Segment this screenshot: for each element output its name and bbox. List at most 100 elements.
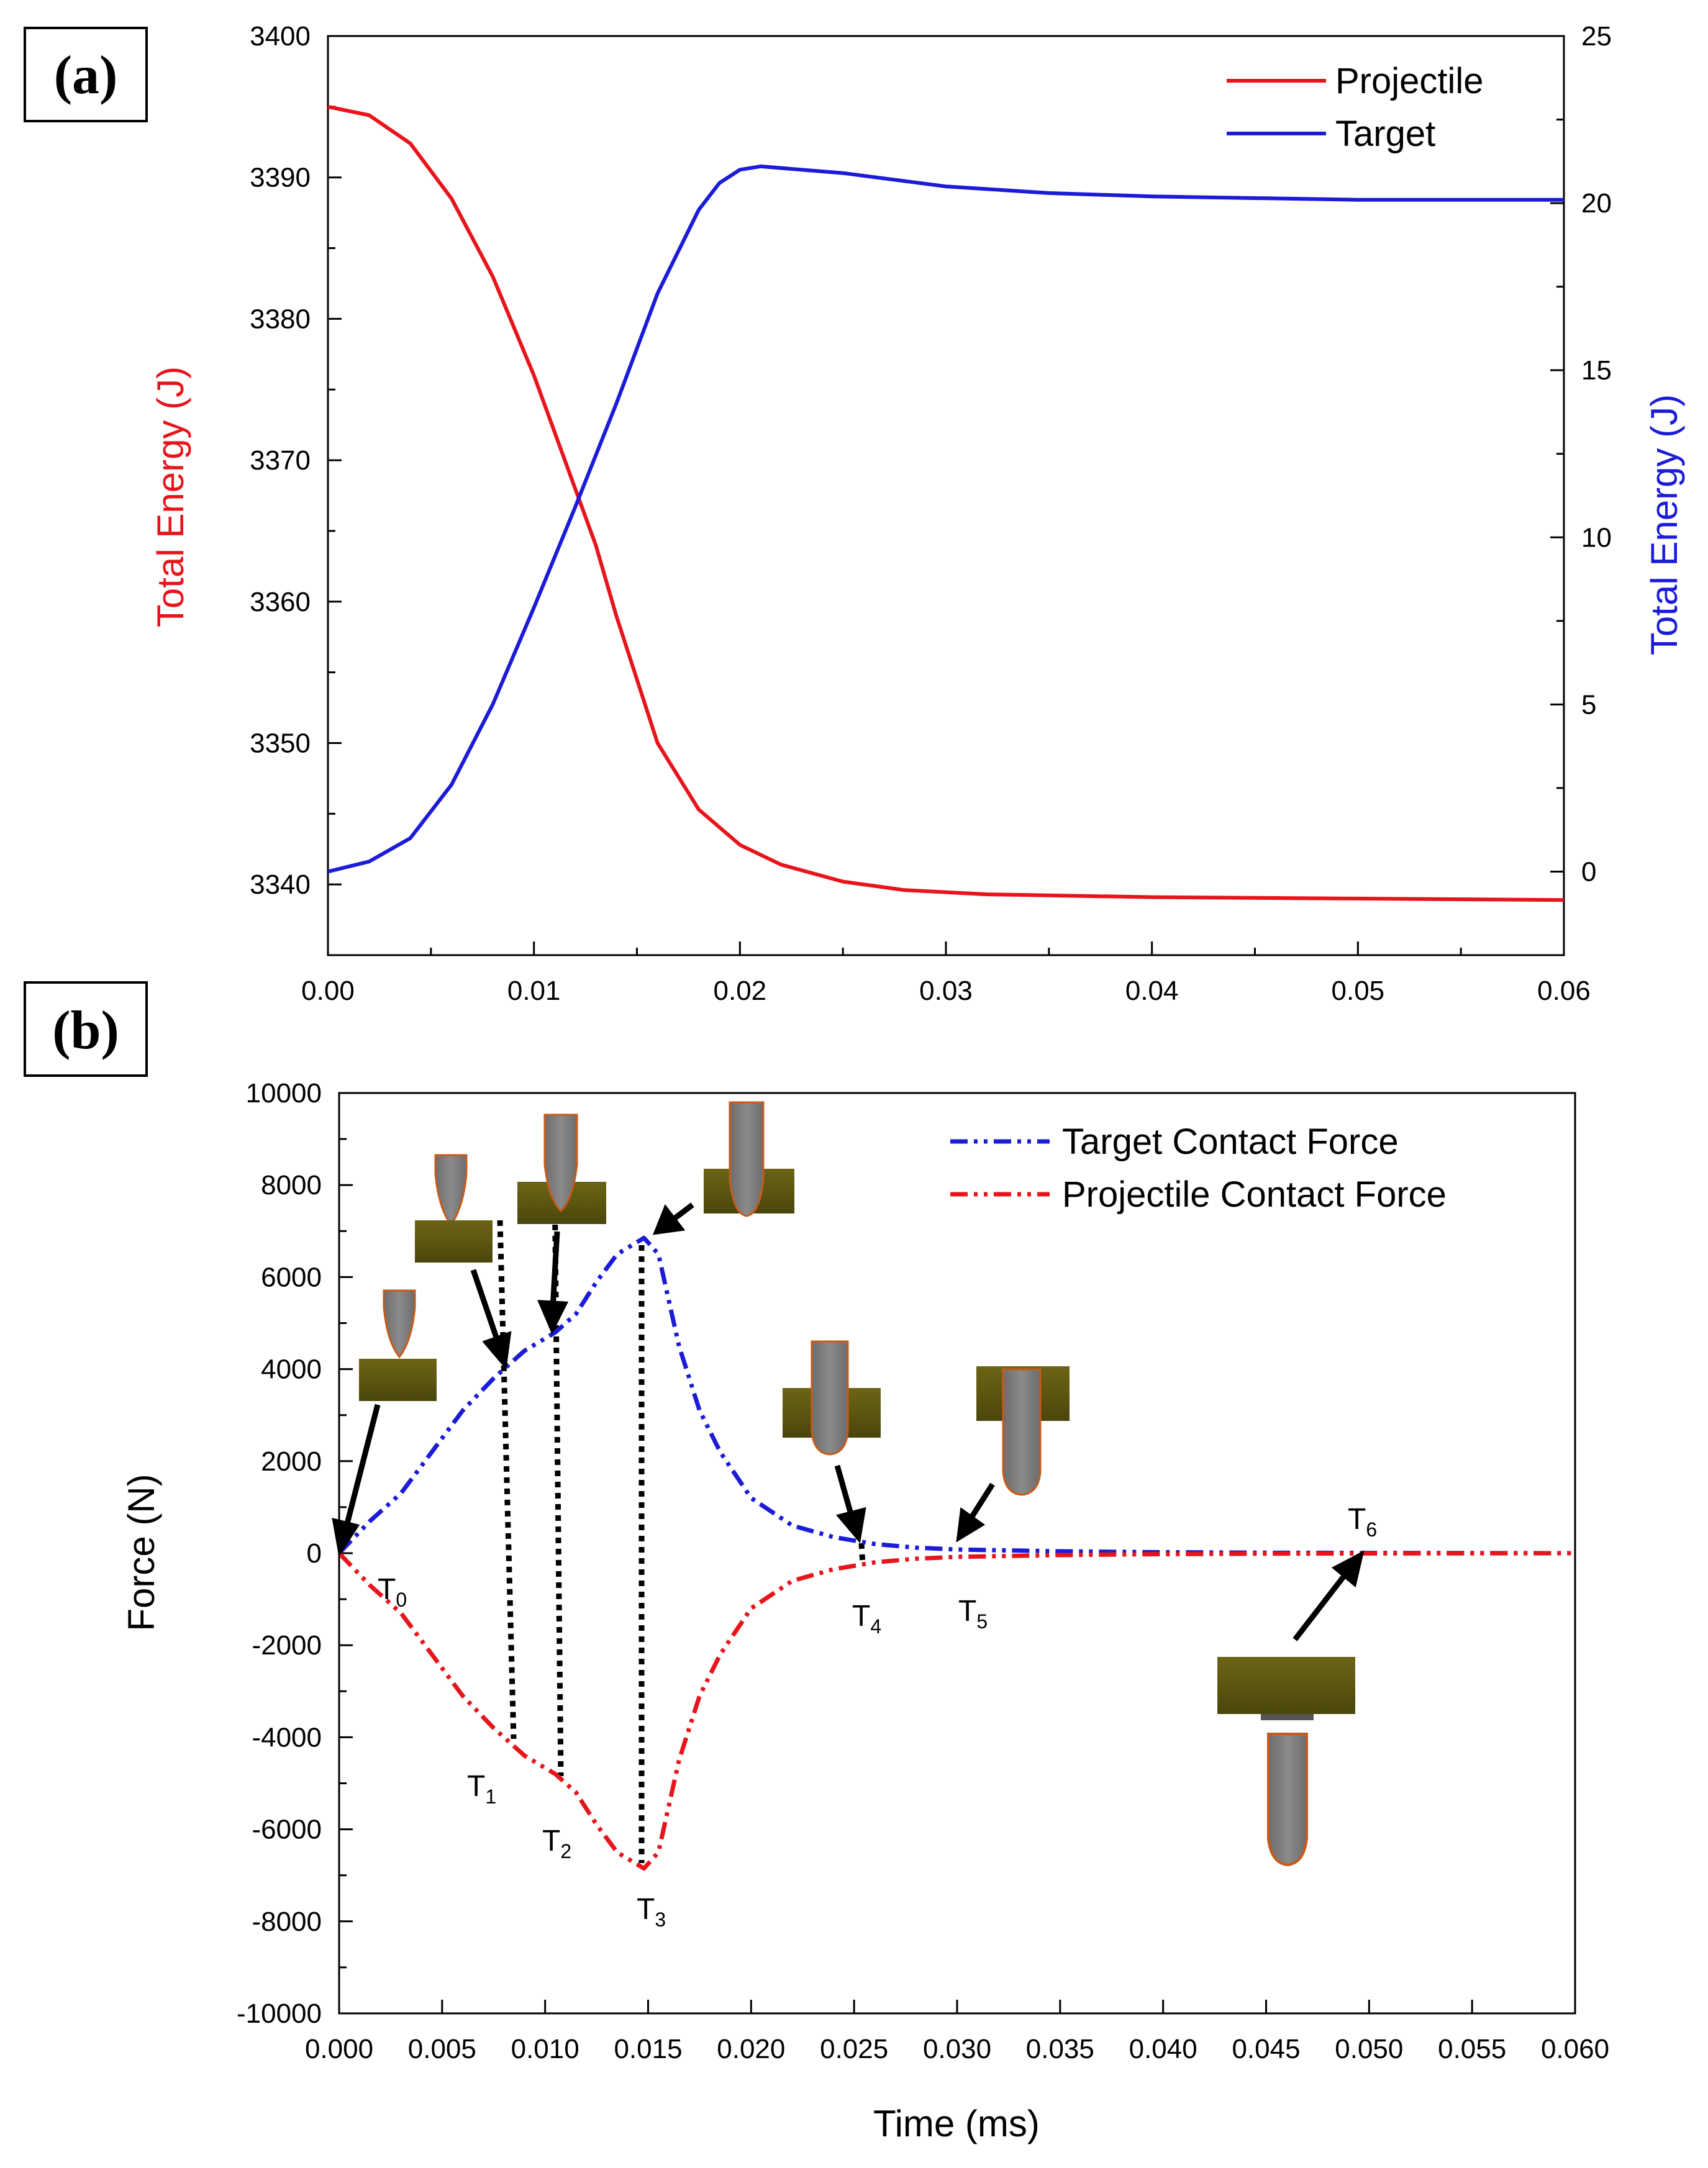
panel-b-legend: Target Contact Force Projectile Contact … xyxy=(950,1122,1447,1215)
label-t3-sub: 3 xyxy=(655,1908,666,1931)
label-t1-sub: 1 xyxy=(485,1785,496,1808)
snapshot-t1 xyxy=(415,1154,493,1263)
marker-t2-line xyxy=(552,1179,564,1777)
panel-a-yr-tick-label-5: 25 xyxy=(1581,21,1612,52)
panel-a-yl-tick-label-3: 3370 xyxy=(250,445,311,476)
arrow-t1 xyxy=(470,1269,502,1346)
panel-b-label-box xyxy=(24,981,148,1077)
arrow-t0-head xyxy=(332,1517,360,1558)
panel-a-yr-tick-label-2: 10 xyxy=(1581,522,1612,553)
label-t1-sym: T xyxy=(467,1770,485,1803)
snapshot-t6 xyxy=(1217,1657,1355,1867)
label-t5-sym: T xyxy=(958,1595,976,1628)
arrow-t6 xyxy=(1292,1569,1350,1641)
snapshot-t4-projectile xyxy=(811,1340,849,1456)
snapshot-t1-plate xyxy=(415,1220,493,1263)
panel-b-plot-frame xyxy=(338,1092,1576,2015)
panel-a-label: (a) xyxy=(54,45,118,106)
panel-a-ylabel-left: Total Energy (J) xyxy=(150,366,191,627)
label-t3: T3 xyxy=(637,1893,666,1931)
panel-a-x-tick-label-1: 0.01 xyxy=(507,976,561,1006)
label-t1: T1 xyxy=(467,1770,496,1808)
legend-target-label: Target xyxy=(1335,114,1435,154)
arrow-t4 xyxy=(834,1464,855,1520)
snapshot-t1-projectile xyxy=(434,1154,468,1227)
panel-b-x-tick-label-5: 0.025 xyxy=(820,2034,888,2064)
panel-b-y-tick-label-4: 2000 xyxy=(261,1446,322,1477)
panel-b-y-tick-label-2: 6000 xyxy=(261,1262,322,1292)
snapshot-t0-plate xyxy=(359,1359,437,1401)
panel-a-plot-frame xyxy=(327,35,1565,956)
panel-a-yl-tick-label-1: 3350 xyxy=(250,728,311,758)
label-t4-sym: T xyxy=(852,1600,870,1633)
label-t4: T4 xyxy=(852,1600,881,1638)
legend-target-force-label: Target Contact Force xyxy=(1062,1122,1399,1162)
arrow-t5 xyxy=(966,1482,995,1523)
panel-b-y-tick-label-0: 10000 xyxy=(246,1078,322,1109)
panel-a: (a) 0.00 0.01 0.02 0.03 0.04 0.05 0.06 3340 3350… xyxy=(24,21,1685,1006)
snapshot-t4 xyxy=(783,1340,881,1456)
panel-b-series-group xyxy=(337,1235,1576,1871)
arrow-t4-head xyxy=(835,1507,866,1544)
panel-b-x-tick-label-0: 0.000 xyxy=(305,2034,373,2064)
panel-b-x-tick-label-7: 0.035 xyxy=(1026,2034,1094,2064)
panel-b-y-tick-label-3: 4000 xyxy=(261,1354,322,1385)
arrow-t1-head xyxy=(482,1331,512,1370)
snapshot-t6-projectile xyxy=(1267,1733,1308,1867)
panel-b-label: (b) xyxy=(52,1000,119,1061)
panel-b-y-tick-label-7: -4000 xyxy=(252,1722,322,1753)
arrow-t3-head xyxy=(652,1204,686,1235)
panel-a-series-target xyxy=(327,164,1564,874)
panel-a-yr-tick-label-3: 15 xyxy=(1581,355,1612,386)
label-t2-sym: T xyxy=(542,1825,560,1857)
snapshot-t2-projectile xyxy=(543,1113,578,1213)
label-t6-sub: 6 xyxy=(1366,1518,1377,1541)
snapshot-t0-projectile xyxy=(383,1289,416,1359)
panel-a-series-group xyxy=(327,104,1565,902)
label-t3-sym: T xyxy=(637,1893,655,1926)
snapshot-t2 xyxy=(517,1113,606,1224)
panel-b-ylabel: Force (N) xyxy=(120,1474,162,1631)
panel-b-x-tick-label-6: 0.030 xyxy=(923,2034,991,2064)
panel-b-x-tick-label-3: 0.015 xyxy=(614,2034,682,2064)
panel-b-y-tick-label-6: -2000 xyxy=(252,1630,322,1661)
panel-b-axes: 0.000 0.005 0.010 0.015 0.020 0.025 0.030 0.035… xyxy=(237,1078,1609,2064)
panel-b-x-tick-label-8: 0.040 xyxy=(1129,2034,1197,2064)
panel-b-x-tick-label-4: 0.020 xyxy=(717,2034,785,2064)
panel-b: (b) 0.000 0.005 0.010 0.015 0.020 0.025 0.030 0… xyxy=(24,981,1609,2144)
panel-a-x-tick-label-4: 0.04 xyxy=(1125,976,1179,1006)
snapshot-t6-plate xyxy=(1217,1657,1355,1714)
panel-a-yl-tick-label-4: 3380 xyxy=(250,304,311,334)
label-t5: T5 xyxy=(958,1595,988,1633)
panel-a-yl-tick-label-2: 3360 xyxy=(250,587,311,617)
panel-a-x-tick-label-6: 0.06 xyxy=(1537,976,1591,1006)
panel-a-yr-tick-label-4: 20 xyxy=(1581,188,1612,219)
panel-a-label-box xyxy=(24,27,148,122)
label-t2-sub: 2 xyxy=(560,1840,571,1862)
arrow-t0 xyxy=(342,1404,381,1532)
panel-a-yr-tick-label-1: 5 xyxy=(1581,689,1596,720)
label-t0: T0 xyxy=(378,1573,407,1611)
panel-b-y-tick-label-10: -10000 xyxy=(237,1998,322,2029)
label-t6: T6 xyxy=(1348,1503,1377,1541)
panel-a-legend: Projectile Target xyxy=(1227,61,1484,154)
snapshot-t5 xyxy=(976,1366,1070,1496)
label-t5-sub: 5 xyxy=(976,1610,988,1633)
panel-b-x-tick-label-2: 0.010 xyxy=(511,2034,579,2064)
snapshot-arrows xyxy=(332,1202,1365,1641)
arrow-t2 xyxy=(550,1231,560,1310)
label-t0-sub: 0 xyxy=(396,1589,407,1611)
panel-b-x-tick-label-12: 0.060 xyxy=(1541,2034,1609,2064)
panel-a-x-tick-label-0: 0.00 xyxy=(301,976,355,1006)
panel-a-x-tick-label-3: 0.03 xyxy=(919,976,973,1006)
panel-a-x-tick-label-2: 0.02 xyxy=(714,976,767,1006)
panel-a-ylabel-right: Total Energy (J) xyxy=(1643,394,1685,655)
panel-b-y-tick-label-5: 0 xyxy=(307,1538,322,1569)
panel-b-y-tick-label-8: -6000 xyxy=(252,1815,322,1845)
marker-t4-line xyxy=(858,1543,866,1566)
snapshot-t6-hole xyxy=(1261,1714,1314,1720)
panel-a-yr-tick-label-0: 0 xyxy=(1581,856,1596,887)
panel-a-x-tick-label-5: 0.05 xyxy=(1332,976,1385,1006)
panel-a-series-projectile xyxy=(327,104,1565,902)
